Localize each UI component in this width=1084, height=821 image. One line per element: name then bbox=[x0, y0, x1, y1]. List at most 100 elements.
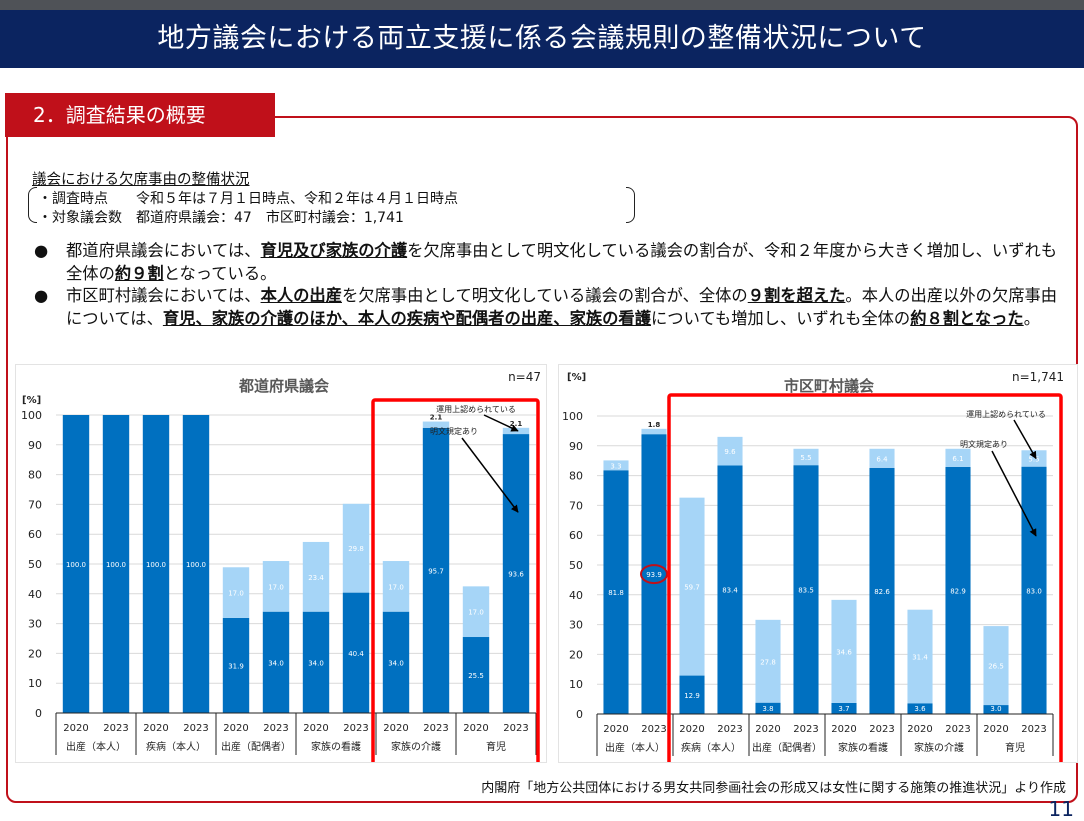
sample-size-label: n=1,741 bbox=[1012, 370, 1064, 384]
data-label-operational: 23.4 bbox=[308, 574, 324, 582]
section-tab: 2．調査結果の概要 bbox=[5, 93, 275, 137]
data-label-operational: 6.1 bbox=[952, 455, 963, 463]
data-label-explicit-rule: 100.0 bbox=[186, 561, 206, 569]
data-label-explicit-rule: 82.9 bbox=[950, 587, 966, 595]
annotation-operational: 運用上認められている bbox=[436, 404, 516, 414]
survey-subheading: 議会における欠席事由の整備状況 bbox=[32, 172, 250, 188]
bar-explicit-rule bbox=[302, 611, 330, 713]
data-label-explicit-rule: 81.8 bbox=[608, 589, 624, 597]
bar-explicit-rule bbox=[907, 703, 933, 714]
x-tick-label: 2020 bbox=[223, 723, 248, 734]
y-axis-unit-label: [%] bbox=[567, 372, 586, 383]
data-label-explicit-rule: 100.0 bbox=[66, 561, 86, 569]
bar-explicit-rule bbox=[422, 427, 450, 713]
bar-explicit-rule bbox=[182, 415, 210, 713]
sample-size-label: n=47 bbox=[508, 370, 541, 384]
page-number: 11 bbox=[1048, 797, 1074, 821]
bullet-text: 市区町村議会においては、 bbox=[66, 286, 261, 305]
data-label-operational: 31.4 bbox=[912, 653, 928, 661]
arrow-icon bbox=[483, 414, 519, 432]
bullet-text: 都道府県議会においては、 bbox=[66, 241, 261, 260]
survey-date-line: ・調査時点 令和５年は７月１日時点、令和２年は４月１日時点 bbox=[38, 191, 458, 207]
summary-bullet: ● 都道府県議会においては、育児及び家族の介護を欠席事由として明文化している議会の… bbox=[30, 240, 1060, 285]
arrow-icon bbox=[1013, 419, 1037, 460]
data-label-operational: 5.5 bbox=[1028, 455, 1039, 463]
x-tick-label: 2023 bbox=[793, 724, 818, 735]
bar-explicit-rule bbox=[755, 702, 781, 714]
bar-operational bbox=[755, 619, 781, 703]
x-tick-label: 2020 bbox=[983, 724, 1008, 735]
x-tick-label: 2020 bbox=[63, 723, 88, 734]
emphasis-text: 本人の出産 bbox=[260, 286, 342, 305]
data-label-operational: 17.0 bbox=[388, 583, 404, 591]
data-label-explicit-rule: 25.5 bbox=[468, 672, 484, 680]
bar-explicit-rule bbox=[831, 702, 857, 714]
x-tick-label: 2020 bbox=[383, 723, 408, 734]
data-label-explicit-rule: 40.4 bbox=[348, 650, 364, 658]
data-label-operational: 17.0 bbox=[468, 609, 484, 617]
data-label-explicit-rule: 3.6 bbox=[914, 705, 926, 713]
x-tick-label: 2023 bbox=[869, 724, 894, 735]
y-tick-label: 80 bbox=[28, 469, 42, 482]
data-label-operational: 29.8 bbox=[348, 545, 364, 553]
bullet-text: 。 bbox=[1023, 308, 1040, 328]
annotation-explicit-rule: 明文規定あり bbox=[960, 439, 1008, 449]
data-label-explicit-rule: 95.7 bbox=[428, 567, 444, 575]
bar-operational bbox=[641, 428, 667, 435]
data-label-operational: 17.0 bbox=[268, 583, 284, 591]
y-tick-label: 70 bbox=[28, 498, 42, 511]
bar-explicit-rule bbox=[222, 617, 250, 713]
x-group-label: 出産（配偶者） bbox=[221, 740, 291, 753]
bar-explicit-rule bbox=[462, 637, 490, 713]
bar-explicit-rule bbox=[502, 434, 530, 713]
bullet-text: を欠席事由として明文化している議会の割合が、令和２年度から大きく増加し、いずれも… bbox=[66, 241, 1058, 283]
y-tick-label: 90 bbox=[569, 440, 583, 453]
arrow-icon bbox=[991, 450, 1037, 537]
y-tick-label: 50 bbox=[569, 559, 583, 572]
x-group-label: 家族の看護 bbox=[311, 740, 361, 753]
bar-operational bbox=[793, 448, 819, 466]
bar-operational bbox=[869, 448, 895, 468]
bar-operational bbox=[422, 421, 450, 428]
y-tick-label: 40 bbox=[569, 589, 583, 602]
x-tick-label: 2023 bbox=[343, 723, 368, 734]
x-group-label: 育児 bbox=[486, 740, 506, 753]
x-tick-label: 2020 bbox=[907, 724, 932, 735]
data-label-explicit-rule: 83.4 bbox=[722, 587, 738, 595]
source-note: 内閣府「地方公共団体における男女共同参画社会の形成又は女性に関する施策の推進状況… bbox=[481, 781, 1066, 796]
data-label-explicit-rule: 3.0 bbox=[990, 705, 1001, 713]
x-group-label: 家族の看護 bbox=[838, 741, 888, 754]
municipal-chart-panel: 市区町村議会 n=1,741 [%] 0 10 20 30 40 50 60 70 80 90 100 3.… bbox=[558, 364, 1078, 767]
x-tick-label: 2020 bbox=[303, 723, 328, 734]
bar-explicit-rule bbox=[102, 415, 130, 713]
bar-operational bbox=[983, 626, 1009, 706]
y-tick-label: 50 bbox=[28, 558, 42, 571]
data-label-explicit-rule: 100.0 bbox=[146, 561, 166, 569]
bar-operational bbox=[222, 567, 250, 618]
prefecture-chart: 都道府県議会 n=47 [%] 0 10 20 30 40 50 60 70 80 90 100 100.0… bbox=[21, 370, 541, 767]
bar-explicit-rule bbox=[983, 705, 1009, 714]
bar-operational bbox=[382, 561, 410, 612]
bracket-right bbox=[626, 187, 635, 223]
bar-explicit-rule bbox=[869, 467, 895, 714]
bar-explicit-rule bbox=[717, 465, 743, 714]
bar-operational bbox=[342, 503, 370, 593]
data-label-operational: 9.6 bbox=[724, 448, 736, 456]
bar-operational bbox=[945, 448, 971, 467]
data-label-operational: 5.5 bbox=[800, 454, 811, 462]
bar-operational bbox=[907, 609, 933, 704]
data-label-explicit-rule: 3.8 bbox=[762, 705, 773, 713]
x-tick-label: 2023 bbox=[423, 723, 448, 734]
bar-operational bbox=[302, 541, 330, 612]
bullet-text: となっている。 bbox=[163, 263, 277, 283]
x-tick-label: 2023 bbox=[503, 723, 528, 734]
x-group-label: 出産（本人） bbox=[605, 741, 665, 754]
data-label-operational: 34.6 bbox=[836, 648, 852, 656]
data-label-operational: 2.1 bbox=[510, 420, 523, 428]
bar-explicit-rule bbox=[1021, 466, 1047, 714]
data-label-explicit-rule: 31.9 bbox=[228, 662, 244, 670]
bar-operational bbox=[603, 460, 629, 471]
arrow-icon bbox=[461, 437, 519, 513]
bullet-text: 。本人の出産以外の欠席事由については、 bbox=[66, 286, 1058, 328]
x-tick-label: 2020 bbox=[755, 724, 780, 735]
